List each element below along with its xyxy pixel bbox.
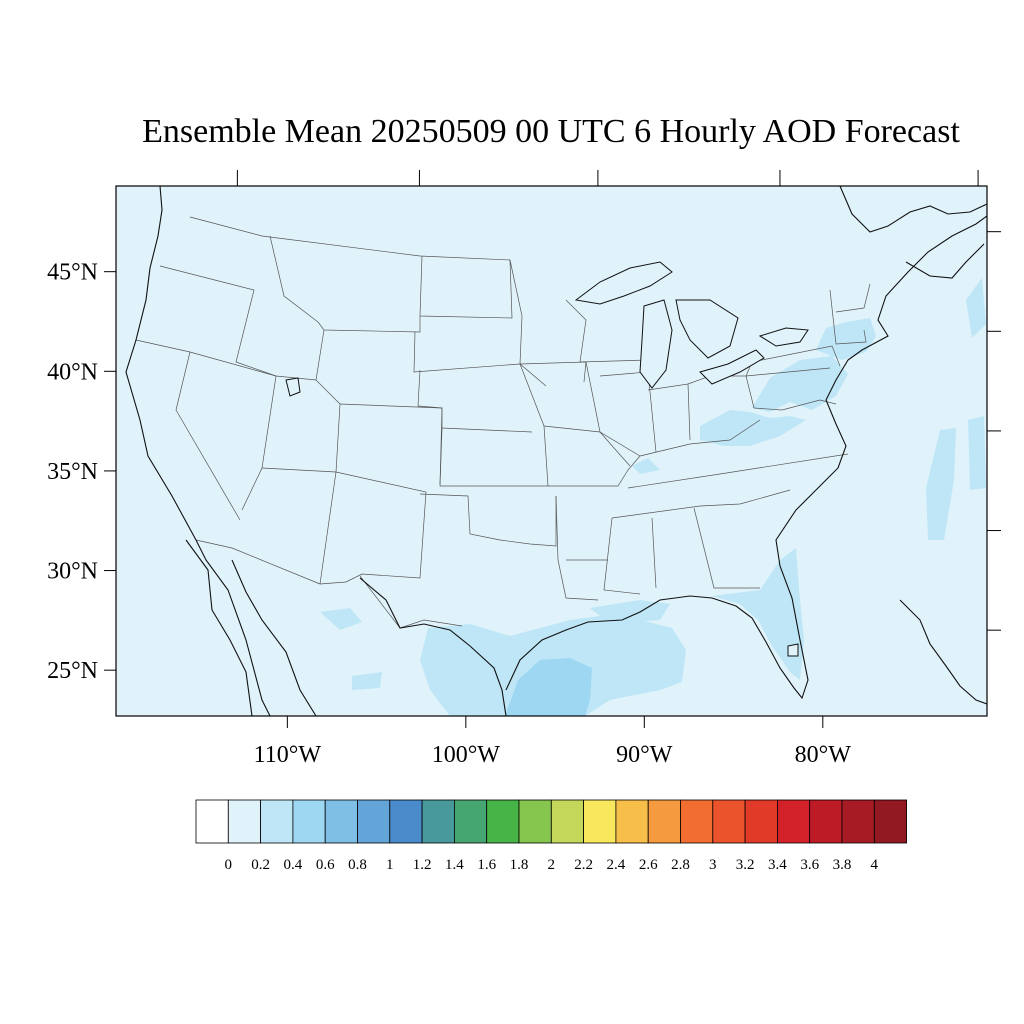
colorbar-label: 0.6: [316, 857, 335, 873]
colorbar-box: [357, 799, 391, 844]
lake-michigan: [639, 299, 673, 389]
aod-region-florida: [712, 548, 804, 680]
great-salt-lake: [285, 377, 301, 397]
colorbar-label: 3.2: [736, 857, 755, 873]
state-boundaries: [135, 216, 871, 629]
colorbar-box: [195, 799, 229, 844]
colorbar-boxes: [195, 799, 907, 844]
colorbar-box: [421, 799, 455, 844]
colorbar-label: 0.8: [348, 857, 367, 873]
aod-region-mid-atlantic: [752, 356, 848, 412]
colorbar-label: 3.6: [800, 857, 819, 873]
colorbar-box: [453, 799, 488, 844]
colorbar-box: [389, 799, 423, 844]
lake-ontario: [758, 327, 809, 347]
lat-label: 30°N: [47, 559, 98, 585]
colorbar-box: [583, 799, 617, 844]
colorbar-label: 0.4: [284, 857, 303, 873]
colorbar-label: 0: [225, 857, 233, 873]
colorbar: 0 0.2 0.4 0.6 0.8 1 1.2 1.4 1.6 1.8 2 2.2 2.4 2.6 2.8 3…: [195, 799, 907, 873]
latitude-labels: 45°N 40°N 35°N 30°N 25°N: [47, 260, 98, 684]
lake-huron: [675, 299, 739, 359]
aod-region-atlantic-offshore: [926, 278, 986, 540]
lake-erie: [699, 349, 765, 385]
colorbar-box: [873, 799, 907, 844]
great-lakes: [285, 261, 809, 657]
lon-label: 90°W: [616, 742, 673, 768]
colorbar-box: [841, 799, 875, 844]
colorbar-label: 2.8: [671, 857, 690, 873]
colorbar-box: [227, 799, 262, 844]
aod-region-ohio-valley: [632, 410, 806, 474]
lake-superior: [574, 261, 673, 305]
colorbar-box: [260, 799, 294, 844]
lon-label: 80°W: [795, 742, 852, 768]
colorbar-label: 4: [871, 857, 879, 873]
colorbar-box: [550, 799, 584, 844]
axis-ticks: [104, 170, 1001, 728]
lat-label: 45°N: [47, 260, 98, 286]
colorbar-label: 1: [386, 857, 394, 873]
aod-region-gulf-coast-east: [320, 600, 670, 690]
colorbar-label: 1.2: [413, 857, 432, 873]
map-frame: [115, 185, 988, 717]
aod-region-new-england: [816, 318, 876, 360]
colorbar-label: 1.4: [445, 857, 464, 873]
aod-shading: [320, 278, 986, 716]
colorbar-box: [744, 799, 778, 844]
colorbar-box: [324, 799, 358, 844]
colorbar-label: 3: [709, 857, 717, 873]
lat-label: 40°N: [47, 359, 98, 385]
colorbar-box: [518, 799, 552, 844]
colorbar-label: 1.8: [510, 857, 529, 873]
lat-label: 35°N: [47, 459, 98, 485]
colorbar-box: [680, 799, 714, 844]
aod-region-south-texas-core: [505, 658, 592, 716]
figure-title: Ensemble Mean 20250509 00 UTC 6 Hourly A…: [142, 113, 960, 150]
coastlines: [125, 186, 987, 716]
colorbar-label: 2.4: [607, 857, 626, 873]
colorbar-box: [777, 799, 811, 844]
lon-label: 110°W: [254, 742, 322, 768]
colorbar-box: [615, 799, 649, 844]
colorbar-label: 3.8: [833, 857, 852, 873]
colorbar-box: [486, 799, 520, 844]
colorbar-label: 3.4: [768, 857, 787, 873]
colorbar-box: [292, 799, 326, 844]
lake-okeechobee: [787, 643, 799, 657]
colorbar-box: [809, 799, 843, 844]
colorbar-label: 2: [548, 857, 556, 873]
lon-label: 100°W: [432, 742, 501, 768]
map-panel: 45°N 40°N 35°N 30°N 25°N 110°W 100°W 90°W 80°W: [47, 170, 1001, 768]
lat-label: 25°N: [47, 658, 98, 684]
colorbar-labels: 0 0.2 0.4 0.6 0.8 1 1.2 1.4 1.6 1.8 2 2.2 2.4 2.6 2.8 3…: [225, 857, 879, 873]
colorbar-label: 2.2: [574, 857, 593, 873]
longitude-labels: 110°W 100°W 90°W 80°W: [254, 742, 852, 768]
colorbar-label: 1.6: [477, 857, 496, 873]
colorbar-box: [647, 799, 681, 844]
colorbar-box: [712, 799, 746, 844]
colorbar-label: 2.6: [639, 857, 658, 873]
colorbar-label: 0.2: [251, 857, 270, 873]
